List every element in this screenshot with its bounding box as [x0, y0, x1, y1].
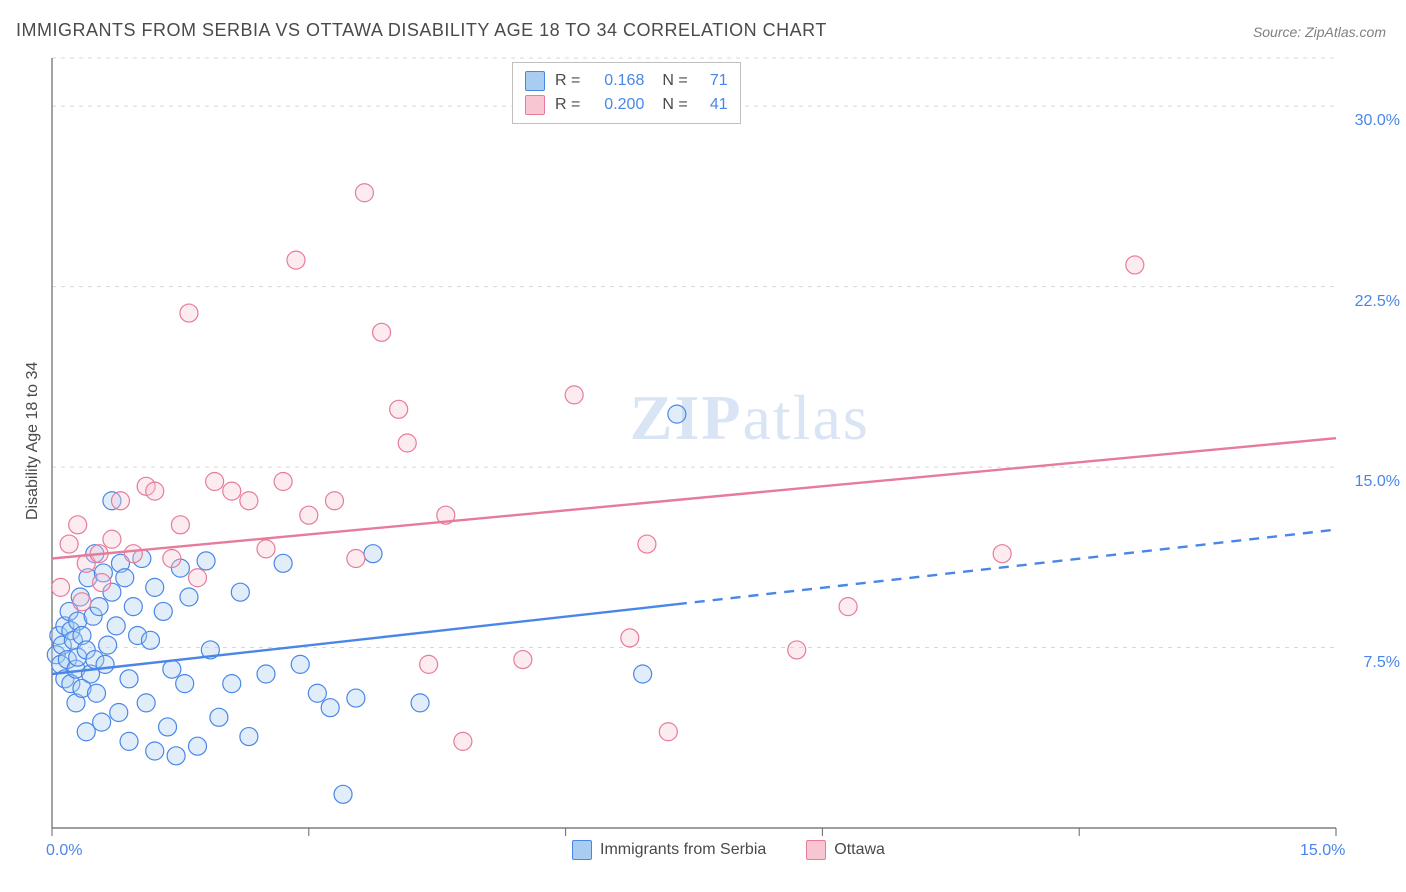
chart-title: IMMIGRANTS FROM SERBIA VS OTTAWA DISABIL…	[16, 20, 827, 41]
y-tick-label: 22.5%	[1340, 293, 1400, 311]
y-tick-label: 30.0%	[1340, 112, 1400, 130]
legend-series-item: Ottawa	[806, 840, 885, 860]
legend-swatch	[525, 71, 545, 91]
legend-series-label: Ottawa	[834, 841, 885, 859]
legend-series-item: Immigrants from Serbia	[572, 840, 766, 860]
y-tick-label: 7.5%	[1340, 654, 1400, 672]
legend-r-label: R =	[555, 72, 580, 90]
chart-container: IMMIGRANTS FROM SERBIA VS OTTAWA DISABIL…	[0, 0, 1406, 892]
legend-swatch	[525, 95, 545, 115]
legend-series: Immigrants from Serbia Ottawa	[572, 840, 885, 860]
legend-row: R = 0.200 N = 41	[525, 93, 728, 117]
legend-n-label: N =	[662, 96, 687, 114]
legend-series-label: Immigrants from Serbia	[600, 841, 766, 859]
y-tick-label: 15.0%	[1340, 473, 1400, 491]
source-attribution: Source: ZipAtlas.com	[1253, 24, 1386, 40]
legend-r-label: R =	[555, 96, 580, 114]
legend-n-label: N =	[662, 72, 687, 90]
x-tick-label: 15.0%	[1300, 842, 1345, 860]
legend-swatch	[572, 840, 592, 860]
plot-svg	[52, 58, 1336, 828]
legend-n-value: 71	[698, 72, 728, 90]
legend-n-value: 41	[698, 96, 728, 114]
legend-swatch	[806, 840, 826, 860]
y-axis-label: Disability Age 18 to 34	[24, 362, 42, 520]
legend-r-value: 0.200	[590, 96, 644, 114]
x-tick-label: 0.0%	[46, 842, 82, 860]
plot-area: Disability Age 18 to 34 ZIPatlas R =0.16…	[52, 58, 1336, 828]
legend-correlation-box: R = 0.168 N = 71 R = 0.200 N = 41	[512, 62, 741, 124]
legend-row: R = 0.168 N = 71	[525, 69, 728, 93]
legend-r-value: 0.168	[590, 72, 644, 90]
